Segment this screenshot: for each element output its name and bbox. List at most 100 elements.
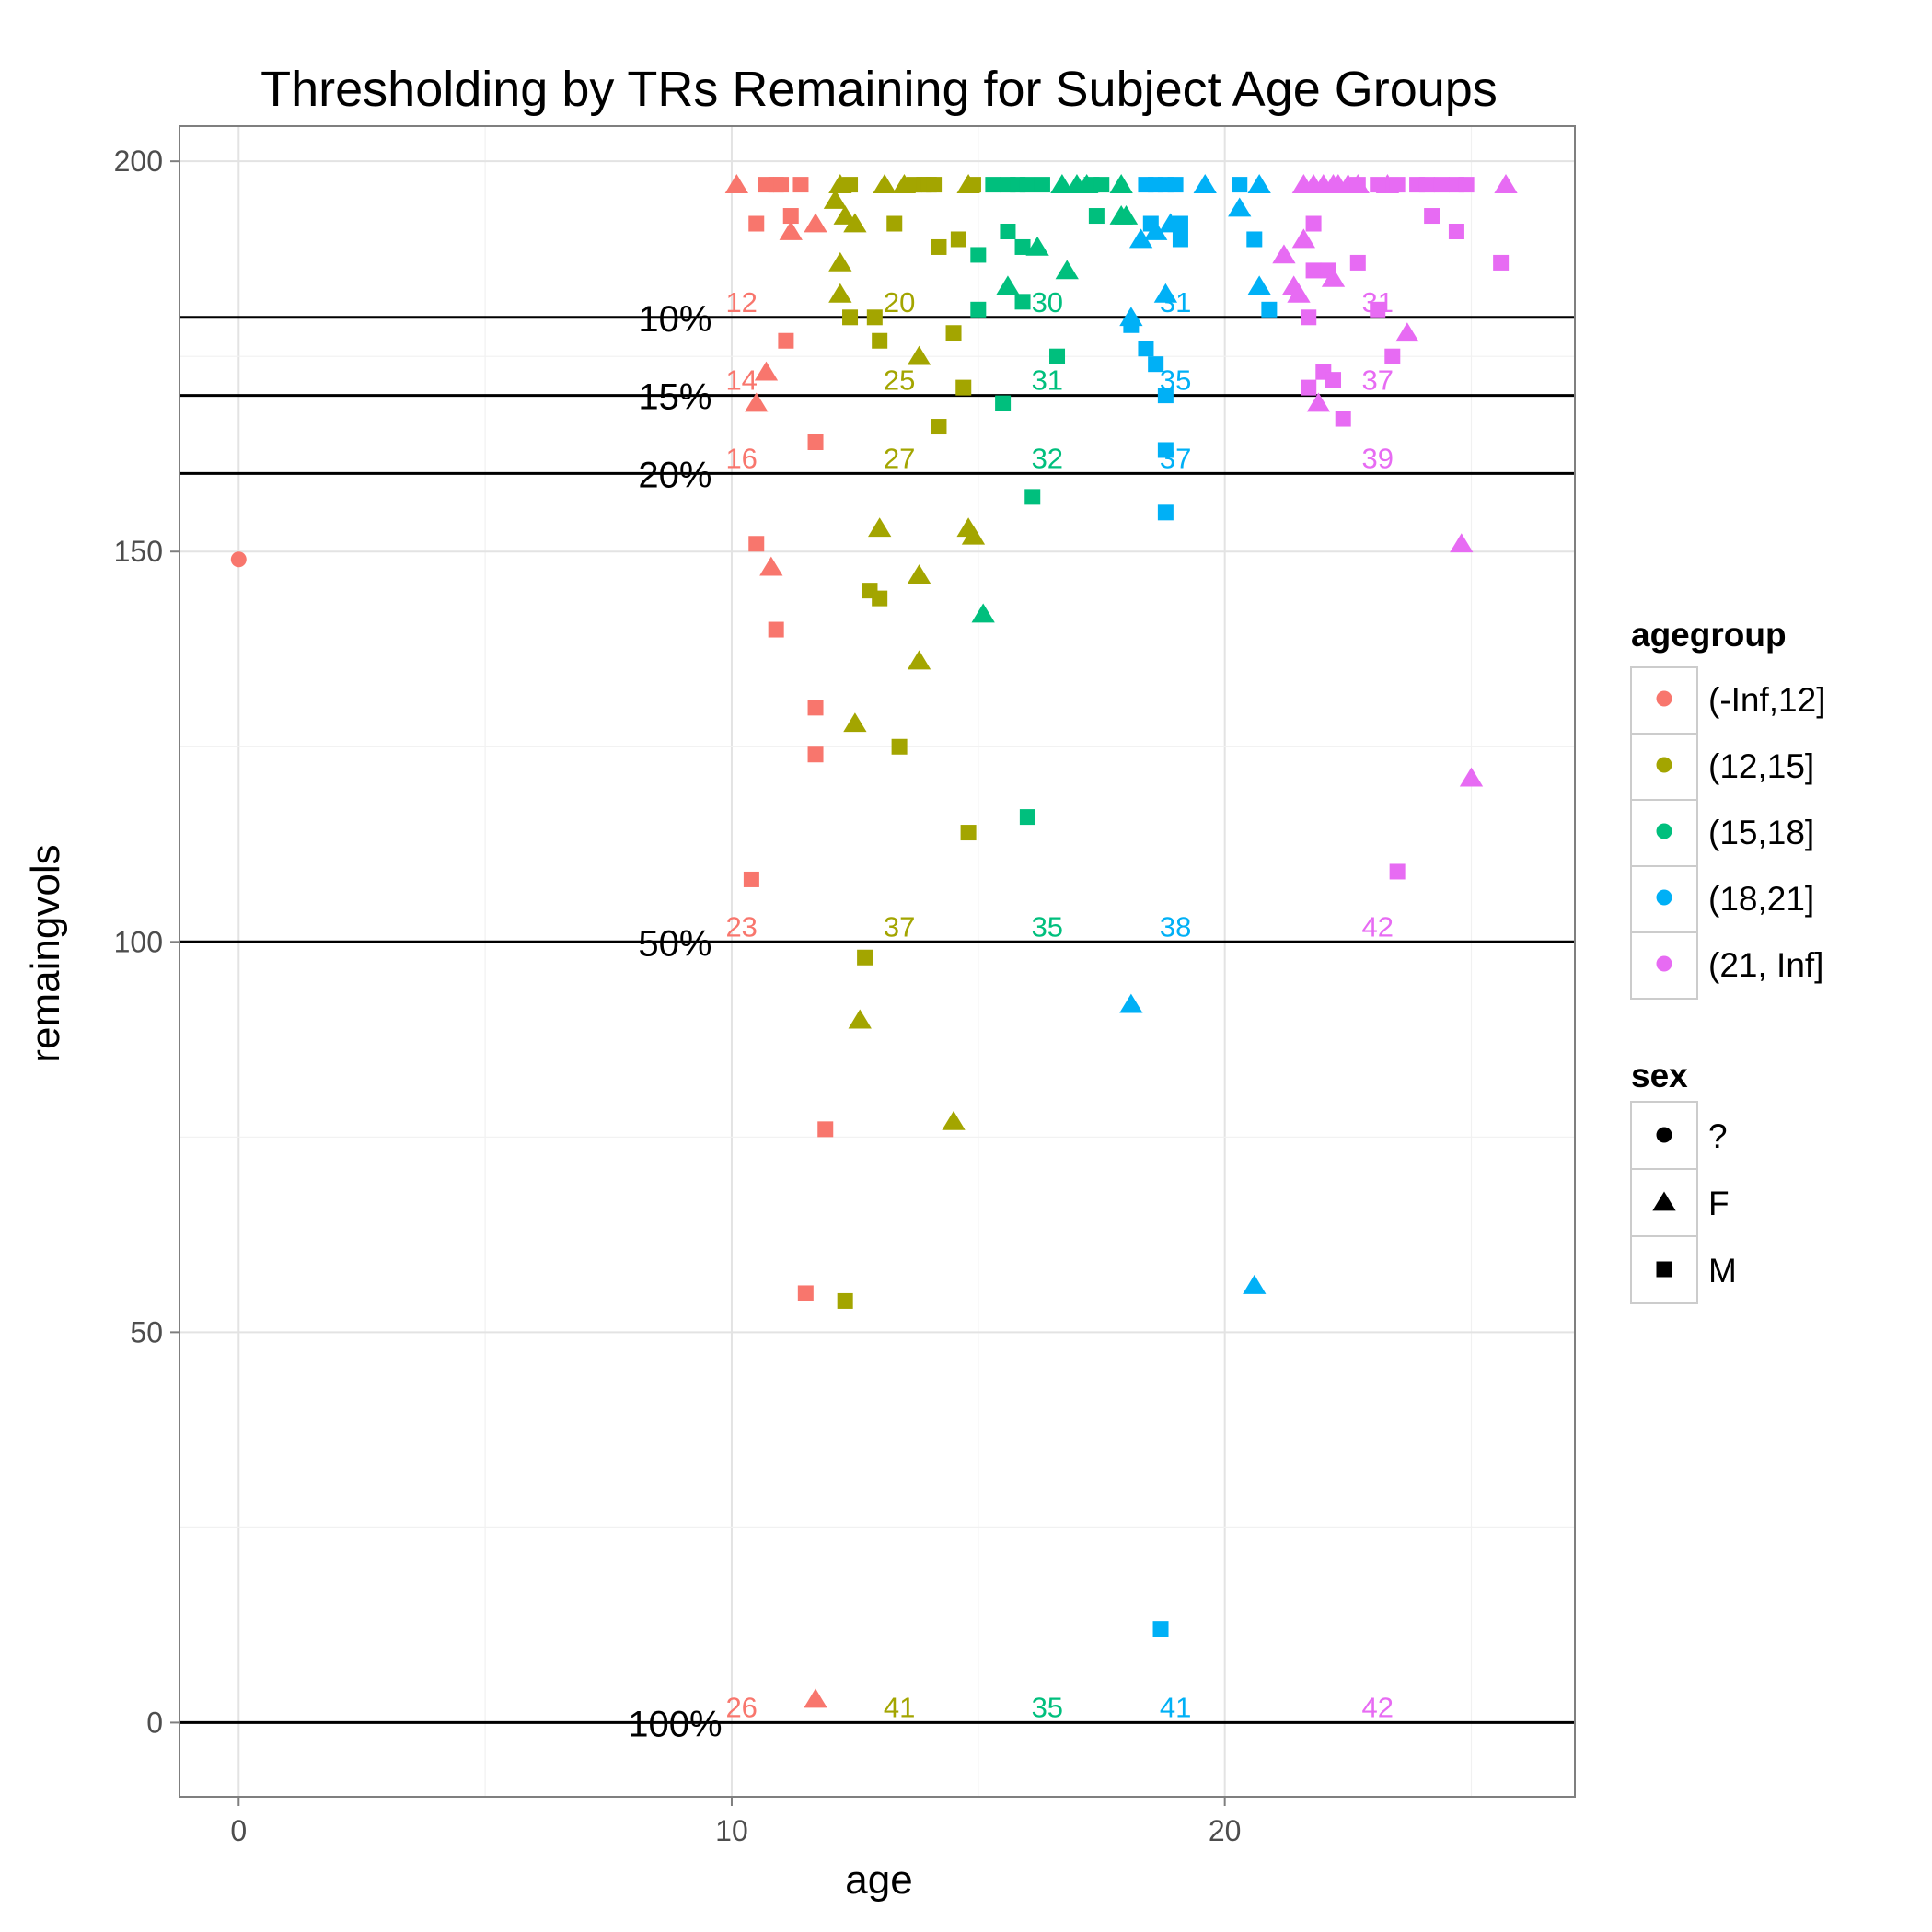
data-point [1370, 301, 1386, 318]
y-axis-label: remaingvols [23, 844, 68, 1062]
data-point [1119, 993, 1143, 1013]
count-label: 20 [884, 286, 915, 318]
data-point [1493, 254, 1510, 271]
threshold-label: 100% [628, 1704, 722, 1744]
data-point [779, 220, 803, 240]
data-point [907, 564, 931, 584]
data-point [873, 174, 897, 193]
data-point [1193, 174, 1217, 193]
data-point [768, 621, 784, 638]
data-point [748, 215, 765, 232]
data-point [868, 517, 892, 538]
data-point [1370, 177, 1386, 193]
data-point [1157, 442, 1174, 458]
data-point [965, 177, 981, 193]
data-point [1349, 254, 1366, 271]
data-point [1448, 223, 1464, 239]
data-point [1287, 283, 1311, 303]
data-point [745, 392, 769, 412]
data-point [1144, 220, 1168, 240]
data-point [1247, 174, 1271, 193]
data-point [1458, 177, 1475, 193]
data-point [724, 174, 748, 193]
data-point [1232, 177, 1248, 193]
data-point [1109, 174, 1133, 193]
data-point [1349, 177, 1366, 193]
data-point [1424, 208, 1440, 225]
data-point [1024, 489, 1041, 505]
data-points [230, 174, 1518, 1708]
count-label: 35 [1032, 910, 1063, 943]
data-point [1014, 238, 1031, 255]
count-label: 27 [884, 442, 915, 474]
data-point [985, 177, 1001, 193]
count-label: 31 [1032, 364, 1063, 397]
data-point [970, 301, 987, 318]
x-tick-label: 20 [1209, 1814, 1242, 1847]
data-point [1019, 177, 1035, 193]
y-tick-label: 200 [114, 145, 163, 178]
count-label: 12 [725, 286, 757, 318]
data-point [1247, 275, 1271, 295]
data-point [782, 208, 799, 225]
data-point [1306, 392, 1331, 412]
data-point [926, 177, 943, 193]
data-point [1014, 294, 1031, 310]
data-point [1433, 177, 1450, 193]
data-point [1172, 231, 1188, 248]
data-point [1114, 204, 1139, 225]
plot-panel [179, 126, 1575, 1797]
data-point [828, 251, 852, 272]
count-label: 37 [884, 910, 915, 943]
count-label: 26 [725, 1691, 757, 1723]
data-point [866, 309, 883, 326]
data-point [1152, 1621, 1169, 1637]
data-point [1494, 174, 1518, 193]
data-point [1395, 322, 1419, 342]
data-point [1291, 228, 1316, 249]
data-point [1450, 533, 1474, 553]
data-point [807, 700, 824, 716]
legend: agegroup (-Inf,12](12,15](15,18](18,21](… [1630, 616, 1826, 1304]
legend-key-label: (15,18] [1708, 814, 1814, 851]
data-point [1025, 236, 1049, 256]
count-label: 37 [1361, 364, 1393, 397]
legend-key-swatch [1656, 955, 1672, 972]
data-point [754, 361, 779, 381]
data-point [778, 332, 794, 349]
data-point [807, 746, 824, 763]
x-tick-label: 10 [715, 1814, 748, 1847]
data-point [996, 275, 1020, 295]
data-point [837, 1292, 853, 1309]
data-point [1305, 215, 1322, 232]
count-label: 30 [1032, 286, 1063, 318]
plot-border [179, 125, 1576, 1798]
data-point [1034, 177, 1050, 193]
x-tick-label: 0 [230, 1814, 247, 1847]
count-label: 14 [725, 364, 757, 397]
legend-title-sex: sex [1631, 1057, 1688, 1094]
count-labels: 12 20 30 31 31 14 25 31 35 37 16 27 32 37 39 23 37 35 38 42… [725, 286, 1394, 1724]
data-point [1157, 504, 1174, 521]
data-point [1049, 348, 1066, 364]
data-point [1305, 262, 1322, 279]
data-point [842, 309, 859, 326]
data-point [1246, 231, 1263, 248]
data-point [907, 650, 931, 670]
legend-key-label: (12,15] [1708, 747, 1814, 785]
count-label: 42 [1361, 1691, 1393, 1723]
data-point [961, 525, 986, 545]
chart-title: Thresholding by TRs Remaining for Subjec… [260, 62, 1498, 117]
legend-shape-swatch [1656, 1127, 1672, 1143]
data-point [886, 215, 903, 232]
threshold-label: 50% [638, 923, 711, 964]
plot-area: 10% 15% 20% 50% 100% 12 20 30 31 31 14 25 31 35 37 16 2… [179, 125, 1576, 1798]
data-point [950, 231, 966, 248]
count-label: 23 [725, 910, 757, 943]
data-point [743, 871, 759, 887]
data-point [1301, 309, 1317, 326]
count-label: 35 [1032, 1691, 1063, 1723]
data-point [872, 332, 888, 349]
